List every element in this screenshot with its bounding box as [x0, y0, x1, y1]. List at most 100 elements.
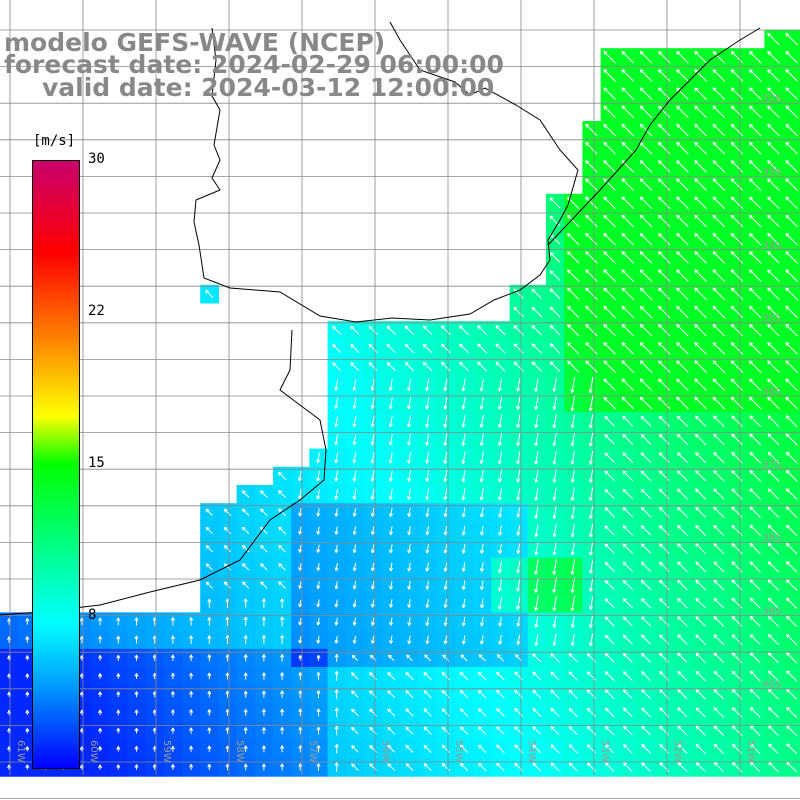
wind-arrow: [676, 360, 689, 373]
wind-arrow: [405, 690, 414, 699]
wind-arrow: [694, 269, 707, 282]
wind-arrow: [498, 507, 503, 518]
wind-arrow: [731, 433, 743, 446]
wind-arrow: [496, 762, 505, 772]
wind-arrow: [25, 691, 30, 697]
wind-arrow: [622, 543, 634, 554]
longitude-label: 58W: [234, 740, 245, 763]
wind-arrow: [712, 196, 726, 210]
wind-arrow: [261, 672, 266, 680]
wind-arrow: [516, 616, 521, 627]
wind-arrow: [712, 269, 726, 282]
wind-arrow: [712, 232, 726, 246]
wind-arrow: [387, 744, 396, 753]
wind-arrow: [278, 581, 286, 589]
wind-arrow: [639, 360, 653, 373]
wind-arrow: [425, 525, 430, 536]
wind-arrow: [459, 726, 469, 735]
wind-arrow: [658, 543, 670, 554]
wind-arrow: [604, 616, 615, 627]
wind-arrow: [243, 672, 248, 680]
wind-arrow: [443, 451, 448, 464]
wind-arrow: [622, 434, 634, 445]
coastline: [193, 21, 579, 323]
wind-arrow: [316, 654, 321, 661]
wind-arrow: [370, 526, 375, 535]
wind-arrow: [694, 87, 707, 100]
wind-arrow: [189, 763, 194, 770]
latitude-label: 36S: [762, 387, 781, 398]
wind-arrow: [298, 544, 303, 553]
wind-arrow: [623, 762, 633, 772]
wind-arrow: [604, 434, 615, 445]
wind-arrow: [604, 671, 615, 681]
wind-arrow: [767, 305, 780, 319]
wind-arrow: [332, 325, 342, 335]
wind-arrow: [657, 123, 671, 137]
wind-arrow: [479, 415, 484, 428]
wind-arrow: [767, 597, 780, 609]
wind-arrow: [749, 579, 761, 591]
wind-arrow: [352, 635, 357, 644]
wind-arrow: [677, 689, 688, 700]
wind-arrow: [785, 123, 798, 137]
wind-arrow: [389, 507, 393, 517]
wind-arrow: [443, 544, 448, 554]
wind-arrow: [316, 599, 321, 608]
wind-arrow: [570, 432, 575, 447]
wind-arrow: [170, 635, 175, 644]
wind-arrow: [98, 709, 103, 716]
wind-arrow: [677, 579, 688, 591]
wind-arrow: [749, 615, 761, 627]
wind-arrow: [585, 305, 598, 319]
wind-arrow: [677, 525, 688, 536]
wind-arrow: [407, 433, 411, 446]
wind-arrow: [622, 525, 634, 536]
latitude-label: 34S: [762, 240, 781, 251]
wind-arrow: [134, 617, 139, 626]
wind-arrow: [712, 323, 726, 337]
wind-arrow: [676, 433, 689, 446]
wind-arrow: [116, 709, 121, 716]
wind-arrow: [676, 305, 689, 319]
wind-arrow: [443, 525, 448, 536]
wind-arrow: [623, 744, 633, 754]
wind-arrow: [622, 470, 634, 482]
wind-arrow: [116, 654, 121, 661]
wind-arrow: [316, 452, 321, 464]
wind-arrow: [767, 615, 780, 628]
wind-arrow: [641, 743, 651, 754]
wind-arrow: [116, 617, 121, 626]
wind-arrow: [640, 470, 652, 482]
wind-arrow: [425, 451, 430, 464]
wind-arrow: [768, 743, 779, 755]
wind-arrow: [748, 269, 762, 282]
latitude-label: 38S: [762, 533, 781, 544]
wind-arrow: [570, 414, 575, 429]
wind-arrow: [731, 616, 743, 627]
wind-arrow: [694, 323, 707, 337]
wind-arrow: [604, 415, 615, 427]
wind-arrow: [459, 689, 469, 699]
wind-arrow: [585, 123, 598, 137]
wind-arrow: [676, 87, 689, 100]
wind-arrow: [351, 726, 359, 735]
wind-arrow: [566, 214, 580, 228]
wind-arrow: [749, 670, 761, 682]
wind-arrow: [134, 635, 139, 644]
wind-arrow: [516, 378, 521, 392]
wind-arrow: [622, 452, 634, 463]
longitude-label: 55W: [453, 740, 464, 763]
wind-arrow: [25, 728, 30, 734]
wind-arrow: [621, 196, 635, 210]
wind-arrow: [406, 378, 411, 392]
wind-arrow: [785, 69, 798, 82]
wind-arrow: [640, 488, 652, 500]
wind-arrow: [461, 488, 466, 501]
wind-arrow: [604, 580, 615, 591]
wind-arrow: [786, 688, 798, 700]
wind-arrow: [603, 287, 616, 301]
wind-arrow: [585, 324, 598, 337]
wind-arrow: [731, 451, 743, 464]
wind-arrow: [785, 269, 798, 282]
